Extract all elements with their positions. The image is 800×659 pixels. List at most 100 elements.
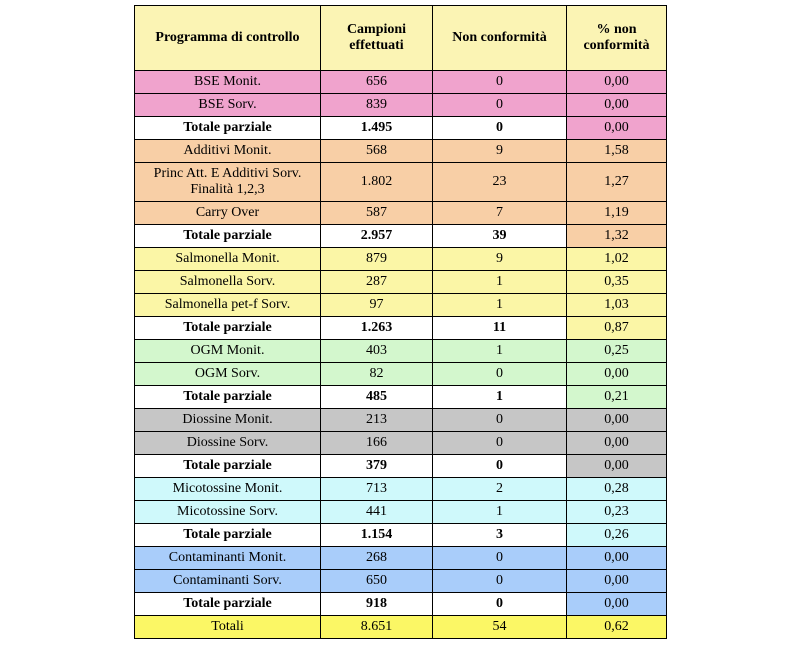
- program-cell: Diossine Monit.: [134, 408, 321, 432]
- samples-cell: 879: [320, 247, 433, 271]
- nonconformities-cell: 0: [432, 70, 567, 94]
- samples-cell: 403: [320, 339, 433, 363]
- nonconformities-cell: 23: [432, 162, 567, 202]
- nonconformities-cell: 11: [432, 316, 567, 340]
- subtotal-row: Totale parziale 485 1 0,21: [134, 385, 667, 409]
- table-row: Additivi Monit. 568 9 1,58: [134, 139, 667, 163]
- program-cell: Totale parziale: [134, 385, 321, 409]
- samples-cell: 287: [320, 270, 433, 294]
- percent-cell: 0,25: [566, 339, 667, 363]
- nonconformities-cell: 54: [432, 615, 567, 639]
- percent-cell: 1,02: [566, 247, 667, 271]
- table-row: OGM Monit. 403 1 0,25: [134, 339, 667, 363]
- program-cell: Micotossine Sorv.: [134, 500, 321, 524]
- samples-cell: 650: [320, 569, 433, 593]
- percent-cell: 0,35: [566, 270, 667, 294]
- percent-cell: 1,19: [566, 201, 667, 225]
- nonconformities-cell: 0: [432, 116, 567, 140]
- nonconformities-cell: 0: [432, 362, 567, 386]
- table-row: Contaminanti Sorv. 650 0 0,00: [134, 569, 667, 593]
- nonconformities-cell: 2: [432, 477, 567, 501]
- table-row: Diossine Monit. 213 0 0,00: [134, 408, 667, 432]
- samples-cell: 656: [320, 70, 433, 94]
- program-cell: Carry Over: [134, 201, 321, 225]
- table-row: Salmonella Sorv. 287 1 0,35: [134, 270, 667, 294]
- program-cell: Micotossine Monit.: [134, 477, 321, 501]
- table-body: BSE Monit. 656 0 0,00 BSE Sorv. 839 0 0,00 Total…: [134, 70, 667, 639]
- program-cell: Totale parziale: [134, 224, 321, 248]
- percent-cell: 0,23: [566, 500, 667, 524]
- nonconformities-cell: 0: [432, 569, 567, 593]
- samples-cell: 441: [320, 500, 433, 524]
- percent-cell: 0,21: [566, 385, 667, 409]
- table-row: Micotossine Monit. 713 2 0,28: [134, 477, 667, 501]
- samples-cell: 2.957: [320, 224, 433, 248]
- table-row: BSE Monit. 656 0 0,00: [134, 70, 667, 94]
- percent-cell: 0,00: [566, 408, 667, 432]
- samples-cell: 8.651: [320, 615, 433, 639]
- program-cell: OGM Sorv.: [134, 362, 321, 386]
- program-cell: Totale parziale: [134, 454, 321, 478]
- header-percent: % non conformità: [566, 5, 667, 71]
- percent-cell: 1,32: [566, 224, 667, 248]
- subtotal-row: Totale parziale 1.154 3 0,26: [134, 523, 667, 547]
- table-row: Salmonella Monit. 879 9 1,02: [134, 247, 667, 271]
- program-cell: Additivi Monit.: [134, 139, 321, 163]
- percent-cell: 0,28: [566, 477, 667, 501]
- data-table: Programma di controllo Campioni effettua…: [134, 5, 667, 639]
- percent-cell: 0,00: [566, 362, 667, 386]
- table-row: OGM Sorv. 82 0 0,00: [134, 362, 667, 386]
- program-cell: Totale parziale: [134, 523, 321, 547]
- table-row: BSE Sorv. 839 0 0,00: [134, 93, 667, 117]
- header-program: Programma di controllo: [134, 5, 321, 71]
- nonconformities-cell: 0: [432, 93, 567, 117]
- samples-cell: 1.154: [320, 523, 433, 547]
- nonconformities-cell: 9: [432, 139, 567, 163]
- table-row: Micotossine Sorv. 441 1 0,23: [134, 500, 667, 524]
- program-cell: Contaminanti Monit.: [134, 546, 321, 570]
- samples-cell: 379: [320, 454, 433, 478]
- percent-cell: 0,00: [566, 454, 667, 478]
- table-row: Carry Over 587 7 1,19: [134, 201, 667, 225]
- table-row: Diossine Sorv. 166 0 0,00: [134, 431, 667, 455]
- samples-cell: 268: [320, 546, 433, 570]
- nonconformities-cell: 0: [432, 454, 567, 478]
- percent-cell: 0,00: [566, 93, 667, 117]
- nonconformities-cell: 3: [432, 523, 567, 547]
- nonconformities-cell: 7: [432, 201, 567, 225]
- subtotal-row: Totale parziale 1.263 11 0,87: [134, 316, 667, 340]
- percent-cell: 1,27: [566, 162, 667, 202]
- samples-cell: 918: [320, 592, 433, 616]
- nonconformities-cell: 39: [432, 224, 567, 248]
- program-cell: BSE Sorv.: [134, 93, 321, 117]
- samples-cell: 1.802: [320, 162, 433, 202]
- program-cell: Totali: [134, 615, 321, 639]
- percent-cell: 0,00: [566, 116, 667, 140]
- program-cell: BSE Monit.: [134, 70, 321, 94]
- nonconformities-cell: 1: [432, 270, 567, 294]
- samples-cell: 1.263: [320, 316, 433, 340]
- table-row: Salmonella pet-f Sorv. 97 1 1,03: [134, 293, 667, 317]
- percent-cell: 1,58: [566, 139, 667, 163]
- program-cell: Diossine Sorv.: [134, 431, 321, 455]
- nonconformities-cell: 1: [432, 500, 567, 524]
- nonconformities-cell: 0: [432, 546, 567, 570]
- nonconformities-cell: 0: [432, 592, 567, 616]
- samples-cell: 213: [320, 408, 433, 432]
- program-cell: Princ Att. E Additivi Sorv. Finalità 1,2…: [134, 162, 321, 202]
- nonconformities-cell: 1: [432, 293, 567, 317]
- header-samples: Campioni effettuati: [320, 5, 433, 71]
- subtotal-row: Totale parziale 1.495 0 0,00: [134, 116, 667, 140]
- percent-cell: 0,00: [566, 70, 667, 94]
- table-row: Contaminanti Monit. 268 0 0,00: [134, 546, 667, 570]
- percent-cell: 0,62: [566, 615, 667, 639]
- subtotal-row: Totale parziale 2.957 39 1,32: [134, 224, 667, 248]
- program-cell: Salmonella Sorv.: [134, 270, 321, 294]
- program-cell: Totale parziale: [134, 316, 321, 340]
- nonconformities-cell: 0: [432, 431, 567, 455]
- program-cell: OGM Monit.: [134, 339, 321, 363]
- percent-cell: 0,00: [566, 569, 667, 593]
- program-cell: Totale parziale: [134, 592, 321, 616]
- samples-cell: 587: [320, 201, 433, 225]
- samples-cell: 166: [320, 431, 433, 455]
